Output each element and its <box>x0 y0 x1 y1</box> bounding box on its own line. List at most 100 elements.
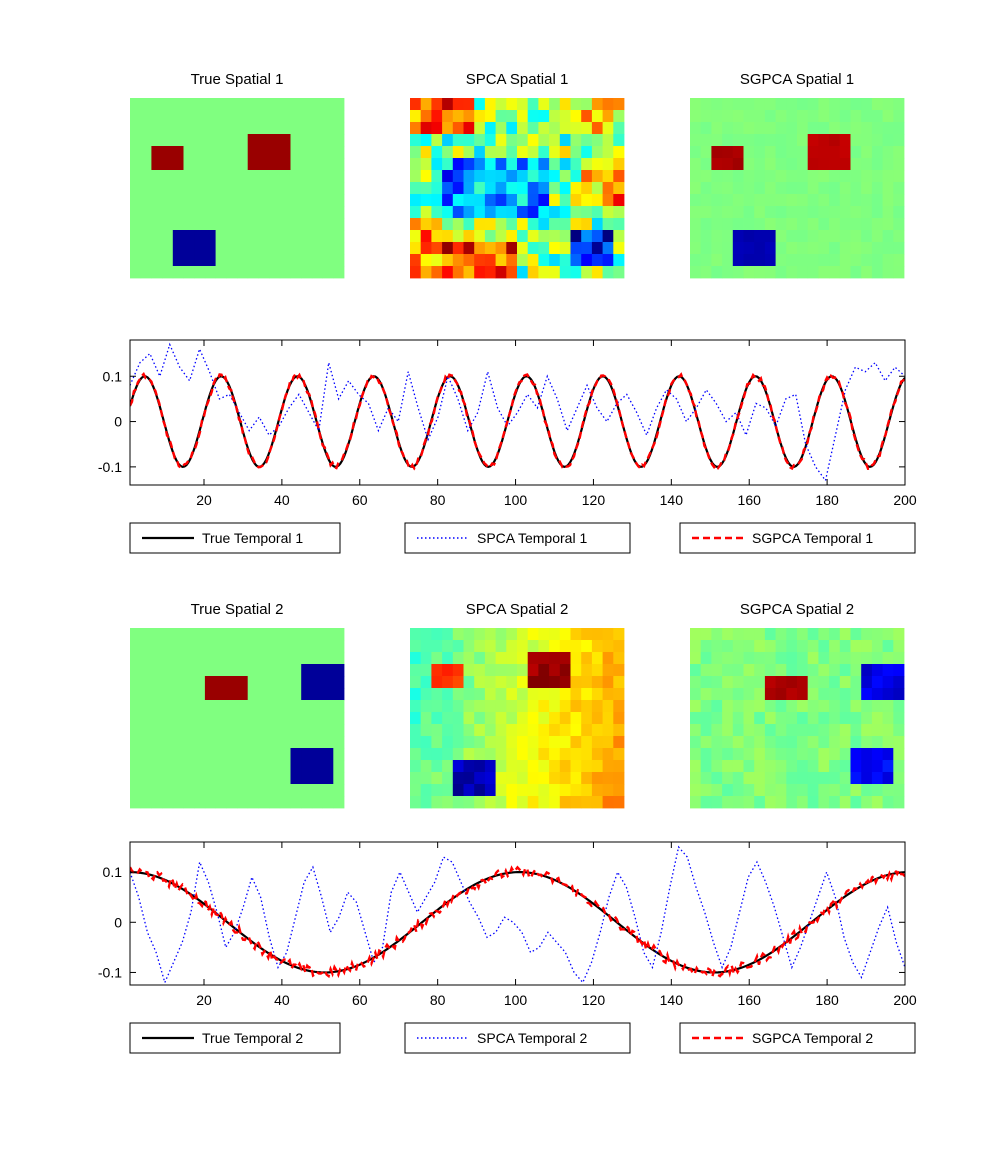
heatmap-cell <box>893 98 905 111</box>
heatmap-cell <box>581 748 593 761</box>
heatmap-cell <box>711 688 723 701</box>
heatmap-cell <box>754 688 766 701</box>
series-line-sgpca-temporal-2 <box>130 865 905 981</box>
heatmap-cell <box>893 146 905 159</box>
heatmap-cell <box>410 266 422 279</box>
heatmap-cell <box>279 796 291 809</box>
heatmap-cell <box>786 688 798 701</box>
heatmap-cell <box>775 170 787 183</box>
heatmap-cell <box>442 700 454 713</box>
heatmap-cell <box>602 688 614 701</box>
heatmap-cell <box>247 242 259 255</box>
heatmap-2: SPCA Spatial 1 <box>410 71 625 279</box>
heatmap-cell <box>893 796 905 809</box>
heatmap-cell <box>818 206 830 219</box>
heatmap-cell <box>700 218 712 231</box>
heatmap-cell <box>754 158 766 171</box>
heatmap-cell <box>700 122 712 135</box>
heatmap-title: SGPCA Spatial 2 <box>740 601 854 618</box>
heatmap-cell <box>517 784 529 797</box>
heatmap-cell <box>527 194 539 207</box>
heatmap-cell <box>882 760 894 773</box>
heatmap-cell <box>807 110 819 123</box>
heatmap-cell <box>506 158 518 171</box>
heatmap-cell <box>442 760 454 773</box>
heatmap-cell <box>226 254 238 267</box>
heatmap-cell <box>700 194 712 207</box>
heatmap-cell <box>290 98 302 111</box>
heatmap-cell <box>690 688 702 701</box>
heatmap-cell <box>754 784 766 797</box>
heatmap-cell <box>452 98 464 111</box>
heatmap-cell <box>882 110 894 123</box>
heatmap-cell <box>882 158 894 171</box>
heatmap-cell <box>226 748 238 761</box>
heatmap-cell <box>581 146 593 159</box>
heatmap-cell <box>194 182 206 195</box>
heatmap-cell <box>700 676 712 689</box>
heatmap-cell <box>517 110 529 123</box>
heatmap-cell <box>290 628 302 641</box>
heatmap-cell <box>431 254 443 267</box>
heatmap-cell <box>559 796 571 809</box>
heatmap-cell <box>517 98 529 111</box>
heatmap-cell <box>602 652 614 665</box>
heatmap-cell <box>549 182 561 195</box>
heatmap-cell <box>140 182 152 195</box>
heatmap-cell <box>301 194 313 207</box>
heatmap-cell <box>311 784 323 797</box>
heatmap-cell <box>333 242 345 255</box>
heatmap-cell <box>549 170 561 183</box>
heatmap-cell <box>893 110 905 123</box>
heatmap-cell <box>495 194 507 207</box>
heatmap-cell <box>732 218 744 231</box>
heatmap-cell <box>420 688 432 701</box>
heatmap-cell <box>527 628 539 641</box>
heatmap-cell <box>247 640 259 653</box>
heatmap-cell <box>602 182 614 195</box>
heatmap-cell <box>269 194 281 207</box>
heatmap-cell <box>463 688 475 701</box>
heatmap-cell <box>754 110 766 123</box>
heatmap-cell <box>130 640 142 653</box>
heatmap-cell <box>194 688 206 701</box>
heatmap-cell <box>463 242 475 255</box>
heatmap-cell <box>882 182 894 195</box>
heatmap-cell <box>732 134 744 147</box>
heatmap-cell <box>538 676 550 689</box>
heatmap-cell <box>420 724 432 737</box>
heatmap-cell <box>322 182 334 195</box>
heatmap-cell <box>237 122 249 135</box>
heatmap-cell <box>797 760 809 773</box>
heatmap-cell <box>850 796 862 809</box>
heatmap-cell <box>818 146 830 159</box>
heatmap-cell <box>247 182 259 195</box>
heatmap-cell <box>893 664 905 677</box>
heatmap-cell <box>237 796 249 809</box>
heatmap-cell <box>442 182 454 195</box>
heatmap-cell <box>442 146 454 159</box>
heatmap-cell <box>226 772 238 785</box>
heatmap-cell <box>711 182 723 195</box>
heatmap-cell <box>215 760 227 773</box>
heatmap-cell <box>484 664 496 677</box>
heatmap-cell <box>452 760 464 773</box>
heatmap-cell <box>506 206 518 219</box>
heatmap-cell <box>818 676 830 689</box>
heatmap-cell <box>194 748 206 761</box>
heatmap-cell <box>775 772 787 785</box>
heatmap-cell <box>797 110 809 123</box>
heatmap-cell <box>711 146 723 159</box>
heatmap-cell <box>484 628 496 641</box>
heatmap-cell <box>204 736 216 749</box>
heatmap-cell <box>290 700 302 713</box>
y-tick-label: -0.1 <box>98 459 122 475</box>
heatmap-cell <box>807 158 819 171</box>
heatmap-cell <box>700 110 712 123</box>
heatmap-cell <box>764 254 776 267</box>
heatmap-cell <box>506 254 518 267</box>
heatmap-cell <box>269 182 281 195</box>
heatmap-cell <box>130 796 142 809</box>
heatmap-cell <box>237 628 249 641</box>
